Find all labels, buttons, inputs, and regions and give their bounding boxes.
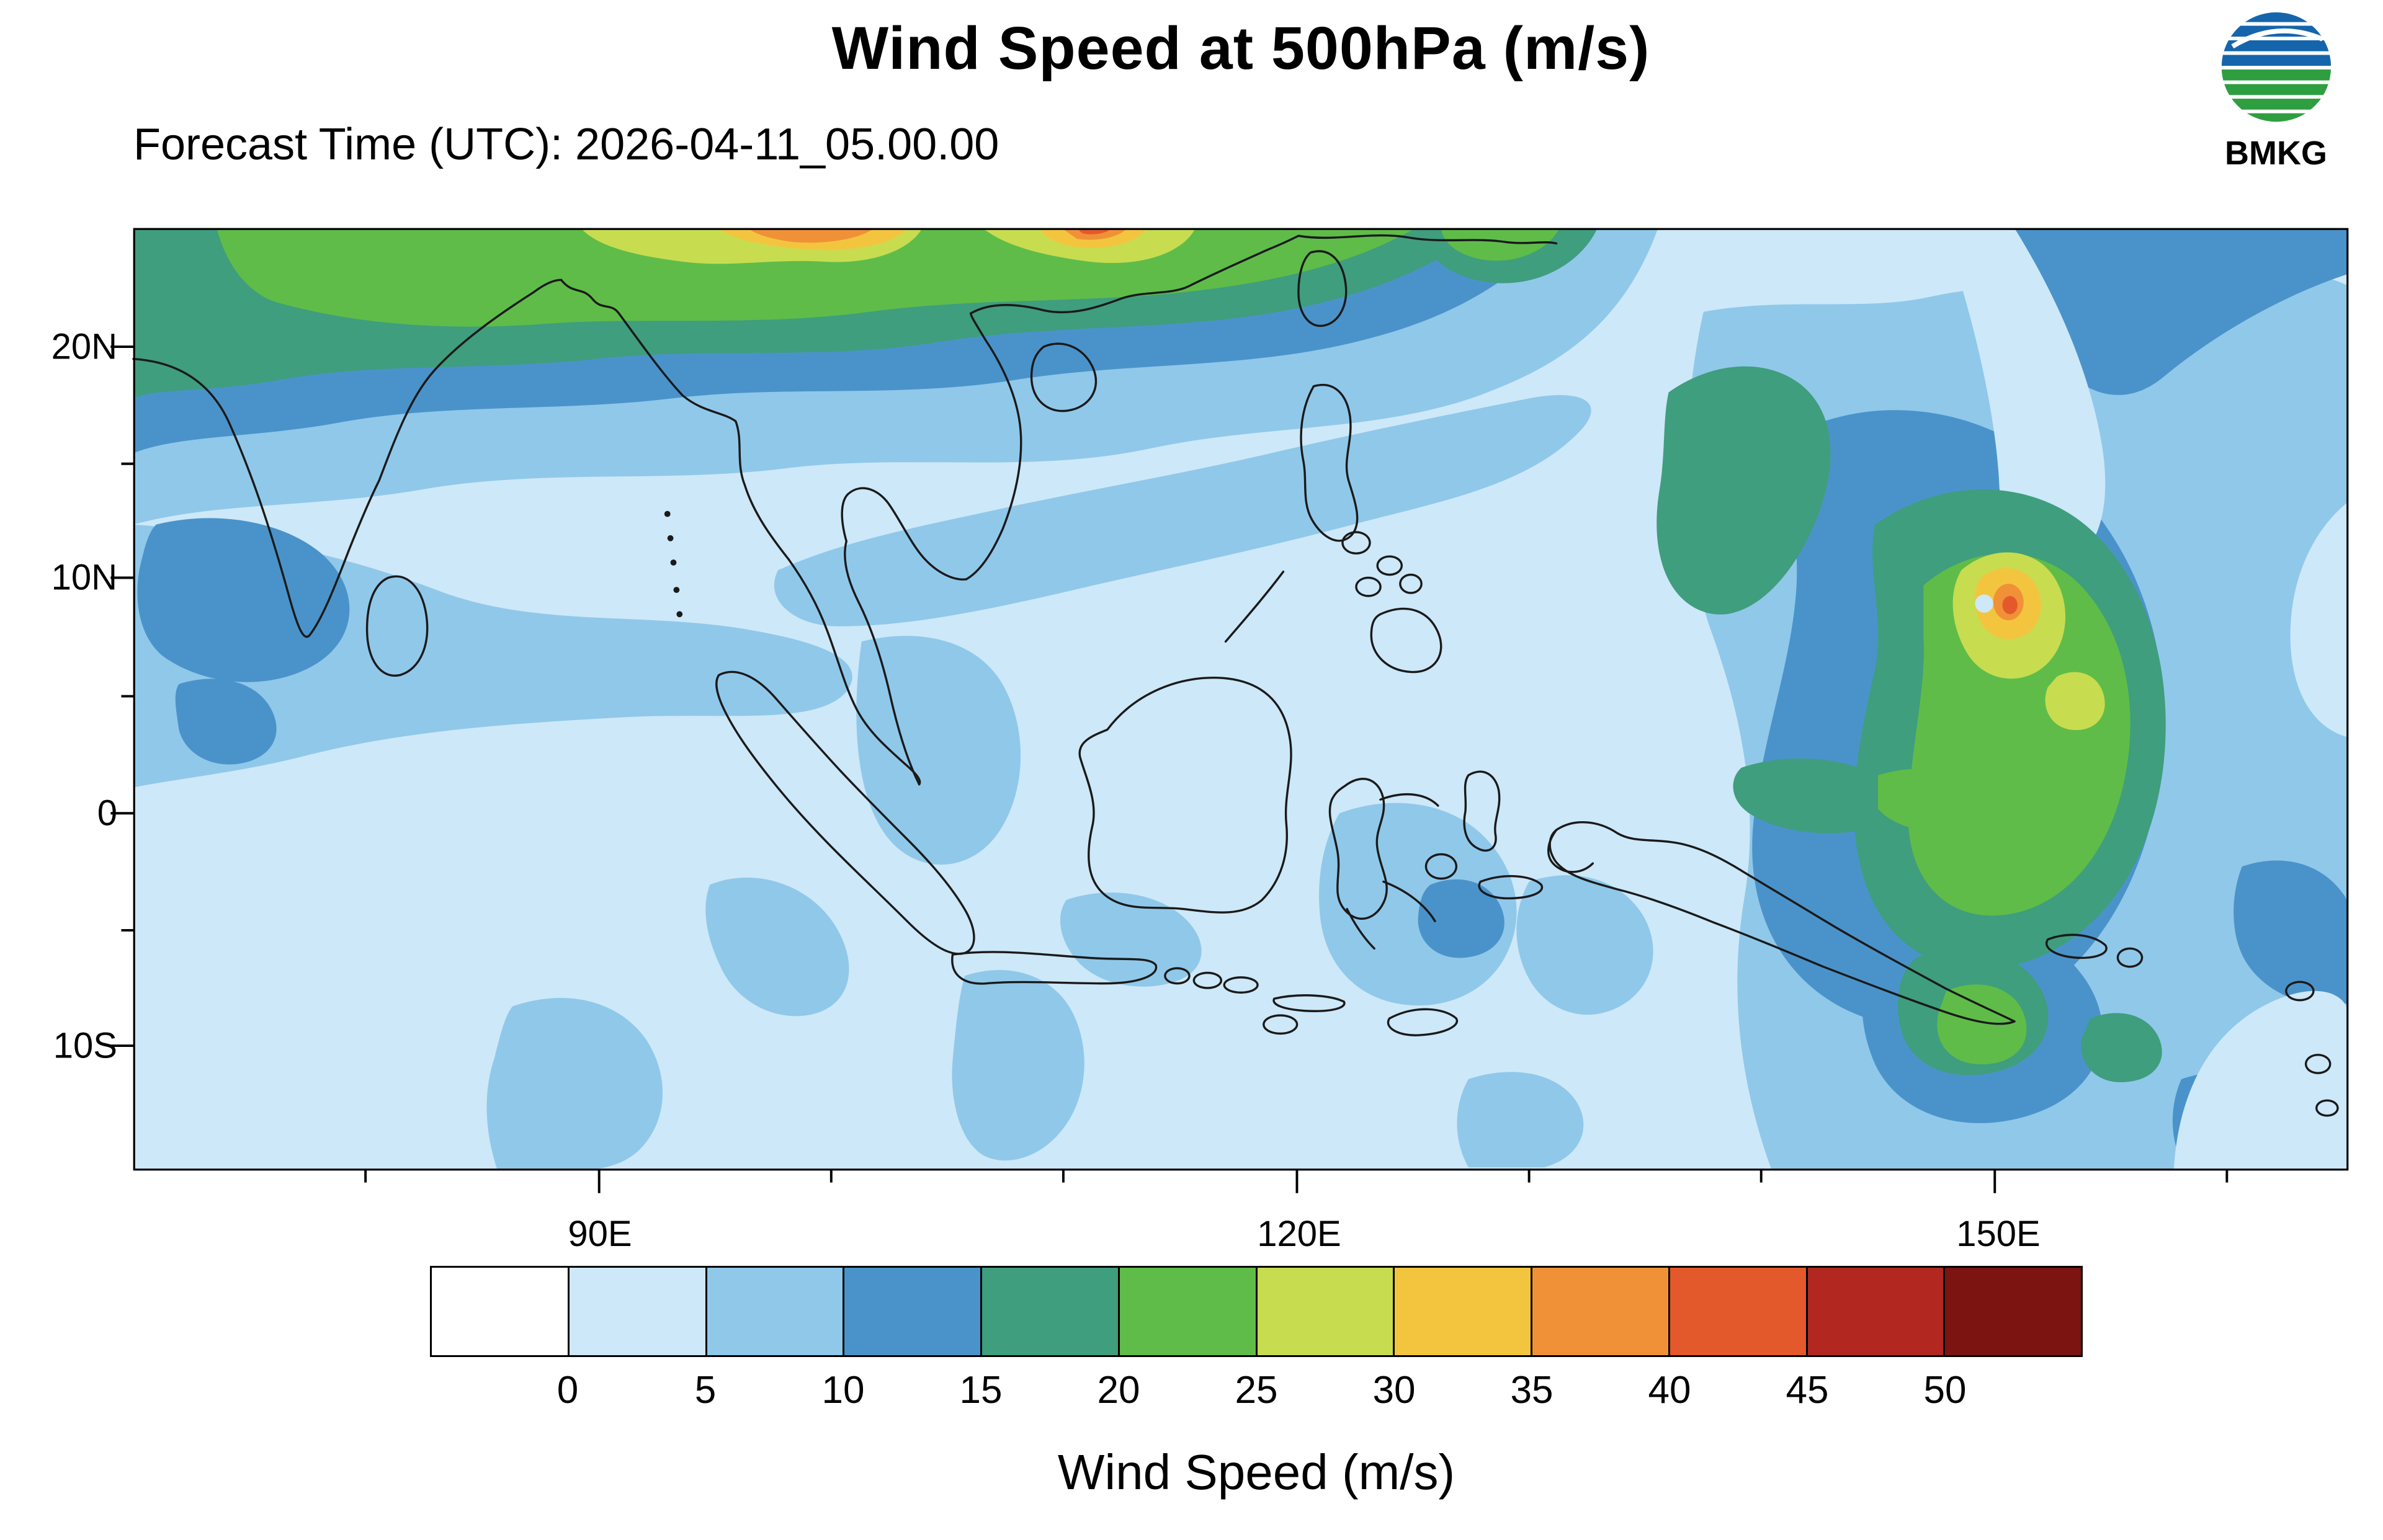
colorbar-tick-label: 30	[1372, 1369, 1416, 1412]
page-title: Wind Speed at 500hPa (m/s)	[831, 14, 1650, 82]
colorbar-segment	[569, 1268, 707, 1355]
colorbar-segment	[707, 1268, 845, 1355]
bmkg-logo-text: BMKG	[2225, 135, 2327, 172]
colorbar-ticks: 0 5 10 15 20 25 30 35 40 45 50	[430, 1368, 2083, 1418]
colorbar	[430, 1266, 2083, 1357]
colorbar-segment	[1257, 1268, 1395, 1355]
map-area: 20N 10N 0 10S 90E 120E 150E	[51, 228, 2349, 1254]
colorbar-tick-label: 0	[557, 1369, 579, 1412]
colorbar-wrap: 0 5 10 15 20 25 30 35 40 45 50 Wind Speed (m/s)	[430, 1266, 2083, 1501]
colorbar-segment	[1670, 1268, 1808, 1355]
colorbar-tick-label: 40	[1648, 1369, 1691, 1412]
lat-tick-10S: 10S	[53, 1025, 117, 1066]
colorbar-tick-label: 10	[821, 1369, 865, 1412]
coastlines	[132, 234, 2339, 1117]
wind-map	[110, 228, 2349, 1193]
colorbar-label: Wind Speed (m/s)	[1057, 1444, 1455, 1500]
colorbar-segment	[1119, 1268, 1258, 1355]
lon-tick-120E: 120E	[1257, 1214, 1341, 1254]
forecast-time: Forecast Time (UTC): 2026-04-11_05.00.00	[133, 120, 999, 169]
lat-tick-20N: 20N	[51, 326, 117, 367]
colorbar-tick-label: 25	[1235, 1369, 1278, 1412]
lat-tick-0: 0	[97, 793, 117, 834]
colorbar-segment	[1945, 1268, 2081, 1355]
colorbar-segment	[432, 1268, 570, 1355]
wind-field	[133, 228, 2348, 1170]
colorbar-tick-label: 5	[694, 1369, 717, 1412]
lon-tick-150E: 150E	[1956, 1214, 2041, 1254]
colorbar-segment	[844, 1268, 982, 1355]
colorbar-tick-label: 15	[959, 1369, 1003, 1412]
axis-ticks	[110, 345, 2229, 1193]
lon-tick-90E: 90E	[568, 1214, 632, 1254]
colorbar-tick-label: 50	[1923, 1369, 1967, 1412]
colorbar-tick-label: 20	[1097, 1369, 1140, 1412]
colorbar-segment	[1532, 1268, 1670, 1355]
colorbar-segment	[1807, 1268, 1946, 1355]
colorbar-segment	[1395, 1268, 1532, 1355]
bmkg-logo-icon	[2221, 12, 2331, 122]
map-border	[133, 228, 2349, 1171]
colorbar-tick-label: 45	[1786, 1369, 1829, 1412]
colorbar-segment	[982, 1268, 1120, 1355]
colorbar-tick-label: 35	[1510, 1369, 1554, 1412]
lat-tick-10N: 10N	[51, 557, 117, 598]
bmkg-logo: BMKG	[2206, 10, 2346, 172]
